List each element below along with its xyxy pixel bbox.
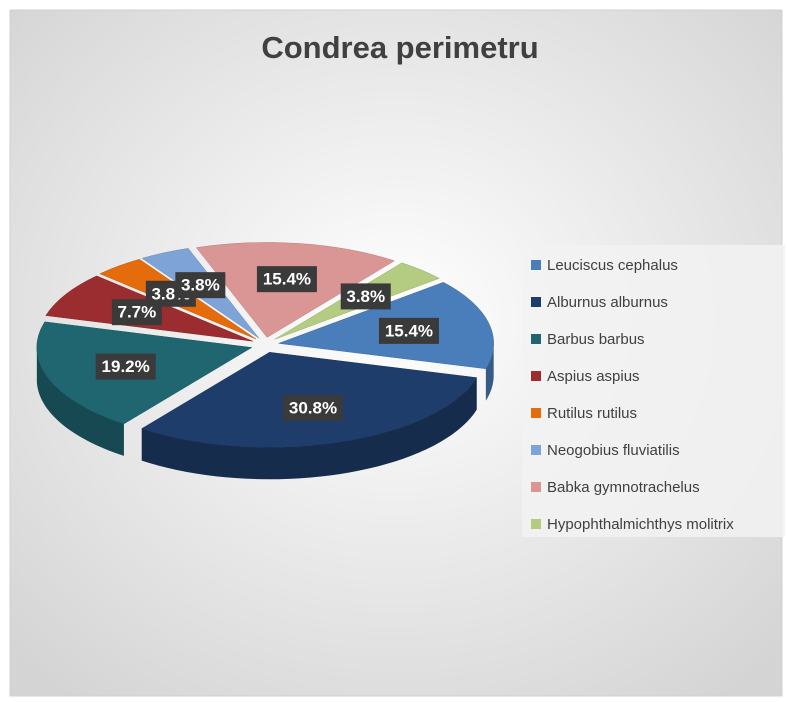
slice-side [485,343,494,401]
data-label-box [378,317,439,344]
legend-swatch [531,260,541,270]
legend-swatch [531,297,541,307]
legend-label: Leuciscus cephalus [547,257,678,274]
slice-side [141,377,477,480]
data-label: 3.8% [181,276,220,295]
legend-swatch [531,334,541,344]
legend-swatch [531,371,541,381]
data-label-box [175,272,226,299]
legend-swatch [531,519,541,529]
data-label: 7.7% [117,303,156,322]
data-label: 3.8% [346,287,385,306]
data-label: 19.2% [102,357,150,376]
legend-label: Neogobius fluviatilis [547,442,680,459]
data-label: 30.8% [289,398,337,417]
legend-label: Babka gymnotrachelus [547,479,700,496]
legend-swatch [531,482,541,492]
legend-label: Barbus barbus [547,331,645,348]
slice-side [36,350,124,456]
data-label-box [340,283,391,310]
data-label-box [256,266,317,293]
legend-swatch [531,445,541,455]
legend-label: Rutilus rutilus [547,405,637,422]
data-label: 15.4% [385,321,433,340]
legend-label: Aspius aspius [547,368,640,385]
legend-label: Hypophthalmichthys molitrix [547,516,734,533]
data-label: 15.4% [263,270,311,289]
chart-title: Condrea perimetru [261,30,538,65]
legend-label: Alburnus alburnus [547,294,668,311]
legend-swatch [531,408,541,418]
data-label-box [95,353,156,380]
data-label-box [282,394,343,421]
legend-box [522,245,785,537]
